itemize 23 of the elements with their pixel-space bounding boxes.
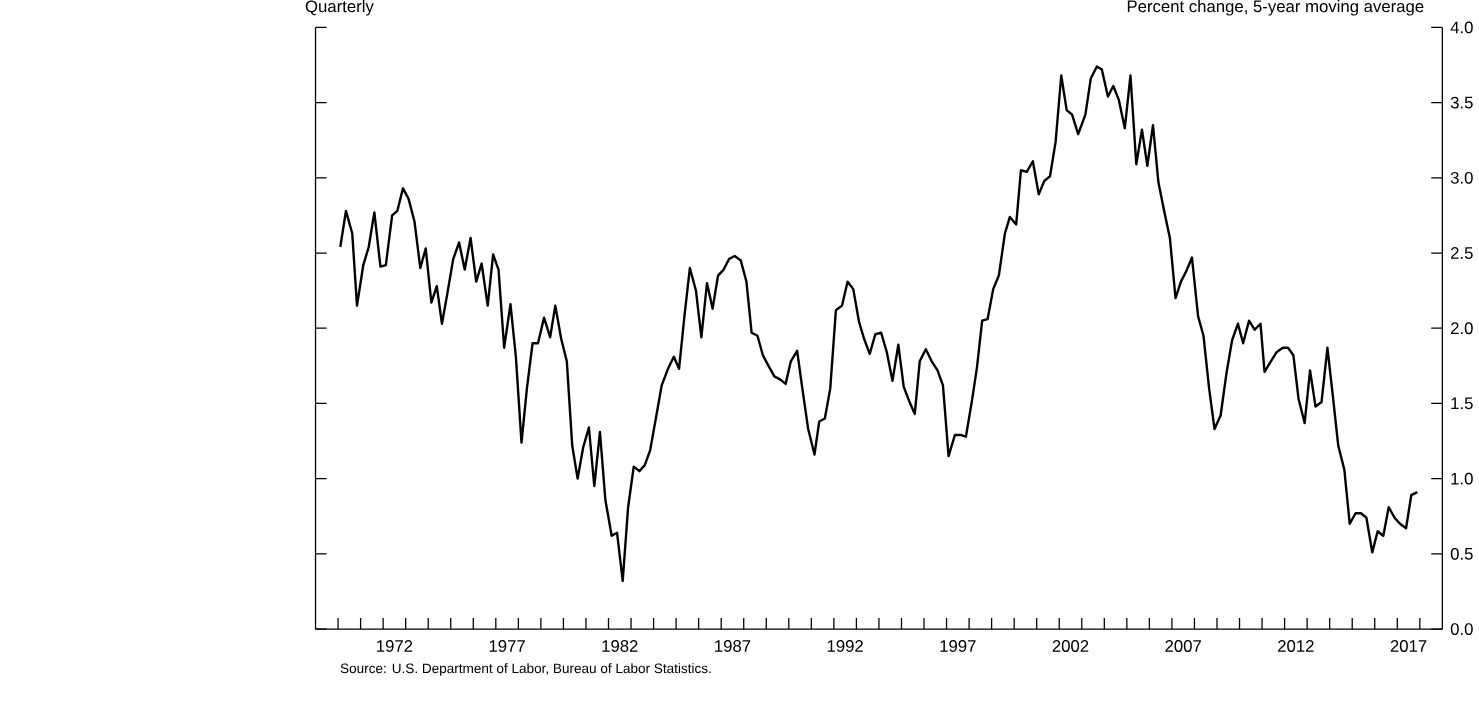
y-tick-label: 3.5 bbox=[1450, 96, 1473, 109]
line-series bbox=[339, 65, 1419, 583]
y-tick-label: 0.0 bbox=[1450, 623, 1473, 636]
x-tick-label: 1997 bbox=[940, 640, 976, 652]
y-axis-title: Percent change, 5-year moving average bbox=[1127, 0, 1424, 16]
x-tick-label: 2007 bbox=[1165, 640, 1201, 652]
y-tick-label: 2.5 bbox=[1451, 247, 1473, 260]
x-tick-label: 1982 bbox=[602, 640, 638, 652]
x-tick-label: 1977 bbox=[489, 640, 525, 652]
x-tick-label: 2002 bbox=[1052, 640, 1089, 652]
y-tick-label: 4.0 bbox=[1450, 21, 1473, 34]
x-tick-label: 2012 bbox=[1278, 640, 1314, 652]
y-tick-label: 3.0 bbox=[1450, 171, 1473, 184]
x-tick-label: 1987 bbox=[715, 640, 751, 652]
x-tick-label: 1992 bbox=[827, 640, 863, 652]
chart-title: Quarterly bbox=[305, 0, 374, 16]
y-tick-label: 1.5 bbox=[1451, 397, 1473, 410]
x-tick-label: 1972 bbox=[377, 640, 413, 652]
y-tick-label: 0.5 bbox=[1450, 548, 1473, 560]
x-tick-label: 2017 bbox=[1390, 640, 1427, 652]
y-tick-label: 1.0 bbox=[1451, 472, 1473, 485]
source-note: Source: U.S. Department of Labor, Bureau of Labor Statistics. bbox=[340, 663, 711, 676]
y-tick-label: 2.0 bbox=[1451, 322, 1473, 335]
